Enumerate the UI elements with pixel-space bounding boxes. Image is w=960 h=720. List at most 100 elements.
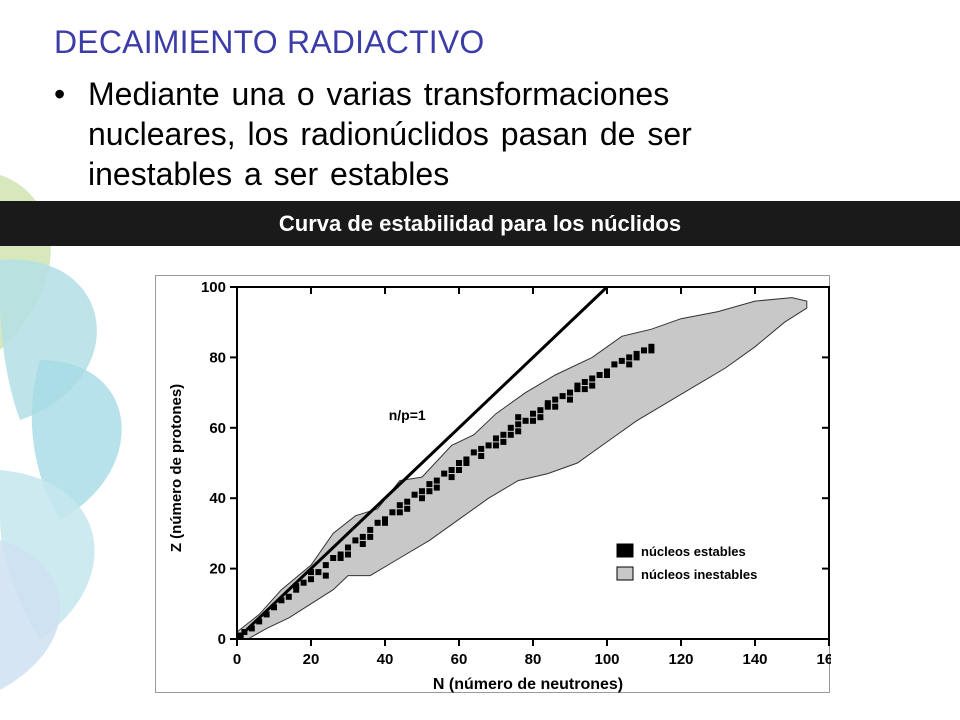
x-tick-label: 120 xyxy=(668,651,693,668)
stable-nucleus-point xyxy=(404,505,411,512)
stable-nucleus-point xyxy=(589,382,596,389)
stable-nucleus-point xyxy=(271,604,277,611)
stable-nucleus-point xyxy=(419,488,425,495)
stable-nucleus-point xyxy=(507,424,514,431)
decor-petal-light-blue xyxy=(31,360,122,520)
x-tick-label: 160 xyxy=(816,651,831,668)
stable-nucleus-point xyxy=(596,372,603,378)
stable-nucleus-point xyxy=(419,495,425,502)
reference-line-label: n/p=1 xyxy=(389,407,426,423)
stable-nucleus-point xyxy=(345,544,351,551)
stable-nucleus-point xyxy=(581,379,588,385)
stable-nucleus-point xyxy=(337,555,344,561)
stable-nucleus-point xyxy=(322,572,329,579)
stable-nucleus-point xyxy=(367,533,374,540)
stable-nucleus-point xyxy=(500,431,507,438)
stable-nucleus-point xyxy=(581,386,588,393)
stable-nucleus-point xyxy=(293,586,300,593)
stable-nucleus-point xyxy=(648,347,655,354)
stable-nucleus-point xyxy=(382,516,388,523)
stable-nucleus-point xyxy=(478,445,485,452)
stable-nucleus-point xyxy=(515,421,522,428)
chart-title: Curva de estabilidad para los núclidos xyxy=(278,211,682,236)
stable-nucleus-point xyxy=(530,417,536,424)
stable-nucleus-point xyxy=(374,519,381,526)
x-tick-label: 40 xyxy=(377,651,394,668)
stable-nucleus-point xyxy=(456,460,462,466)
stable-nucleus-point xyxy=(493,435,499,442)
stable-nucleus-point xyxy=(537,414,544,421)
stable-nucleus-point xyxy=(618,357,625,364)
y-tick-label: 20 xyxy=(209,561,226,578)
stable-nucleus-point xyxy=(359,533,366,540)
stable-nucleus-point xyxy=(478,453,485,459)
stable-nucleus-point xyxy=(470,449,477,456)
stable-nucleus-point xyxy=(611,361,618,368)
stable-nucleus-point xyxy=(396,509,403,516)
stable-nucleus-point xyxy=(248,625,255,632)
x-axis-label: N (número de neutrones) xyxy=(433,676,623,693)
stable-nucleus-point xyxy=(426,488,433,495)
stable-nucleus-point xyxy=(589,375,596,382)
stable-nucleus-point xyxy=(463,460,470,466)
stable-nucleus-point xyxy=(426,481,433,488)
stable-nucleus-point xyxy=(648,343,655,350)
stable-nucleus-point xyxy=(552,403,559,410)
stable-nucleus-point xyxy=(515,414,522,421)
stable-nucleus-point xyxy=(633,354,640,361)
stability-chart: n/p=1 0 20 40 60 80 100 120 140 160 0 20 40 60 80 100 N … xyxy=(168,279,831,693)
y-axis-label: Z (número de protones) xyxy=(168,384,185,552)
x-tick-label: 20 xyxy=(303,651,320,668)
stable-nucleus-point xyxy=(367,526,374,533)
x-tick-label: 140 xyxy=(742,651,767,668)
stable-nucleus-point xyxy=(308,569,314,576)
chart-figure: n/p=1 0 20 40 60 80 100 120 140 160 0 20 40 60 80 100 N … xyxy=(155,275,831,693)
stable-nucleus-point xyxy=(308,576,314,583)
stable-nucleus-point xyxy=(315,569,322,576)
stable-nucleus-point xyxy=(493,442,499,449)
legend-label-unstable: núcleos inestables xyxy=(641,567,757,582)
legend-swatch-stable xyxy=(616,543,634,558)
stable-nucleus-point xyxy=(256,618,263,625)
stable-nucleus-point xyxy=(552,396,559,403)
stable-nucleus-point xyxy=(300,579,307,586)
decor-petal-blue xyxy=(0,540,61,690)
reference-line-n-equals-p xyxy=(235,285,609,641)
stable-nucleus-point xyxy=(433,484,440,491)
x-tick-label: 60 xyxy=(451,651,468,668)
y-tick-label: 40 xyxy=(209,490,226,507)
stable-nucleus-point xyxy=(389,509,396,516)
stable-nucleus-point xyxy=(382,519,388,526)
stable-nucleus-point xyxy=(404,498,411,505)
stable-nucleus-point xyxy=(359,541,366,547)
bullet-text: Mediante una o varias transformaciones n… xyxy=(88,76,692,192)
stable-nucleus-point xyxy=(574,386,581,393)
stable-nucleus-point xyxy=(544,403,551,410)
stable-nucleus-point xyxy=(604,368,610,375)
stable-nucleus-point xyxy=(448,467,455,473)
stable-nucleus-point xyxy=(322,562,329,569)
stable-nucleus-point xyxy=(293,583,300,590)
stable-nucleus-point xyxy=(352,537,359,544)
stable-nucleus-point xyxy=(345,551,351,558)
y-tick-label: 100 xyxy=(201,279,226,296)
stable-nucleus-point xyxy=(396,502,403,509)
legend-swatch-unstable xyxy=(616,566,634,581)
stable-nucleus-point xyxy=(515,428,522,435)
stable-nucleus-point xyxy=(337,551,344,558)
unstable-nuclei-band xyxy=(236,297,808,640)
stable-nucleus-point xyxy=(263,611,270,618)
stable-nucleus-point xyxy=(567,396,573,403)
stable-nucleus-point xyxy=(441,470,448,477)
stable-nucleus-point xyxy=(633,350,640,357)
stable-nucleus-point xyxy=(604,372,610,378)
y-tick-label: 80 xyxy=(209,349,226,366)
stable-nucleus-point xyxy=(537,407,544,414)
y-tick-label: 0 xyxy=(218,631,226,648)
stable-nucleus-point xyxy=(567,389,573,396)
x-tick-label: 80 xyxy=(525,651,542,668)
stable-nucleus-point xyxy=(485,442,492,449)
stable-nucleus-point xyxy=(522,417,529,424)
stable-nucleus-point xyxy=(544,400,551,407)
